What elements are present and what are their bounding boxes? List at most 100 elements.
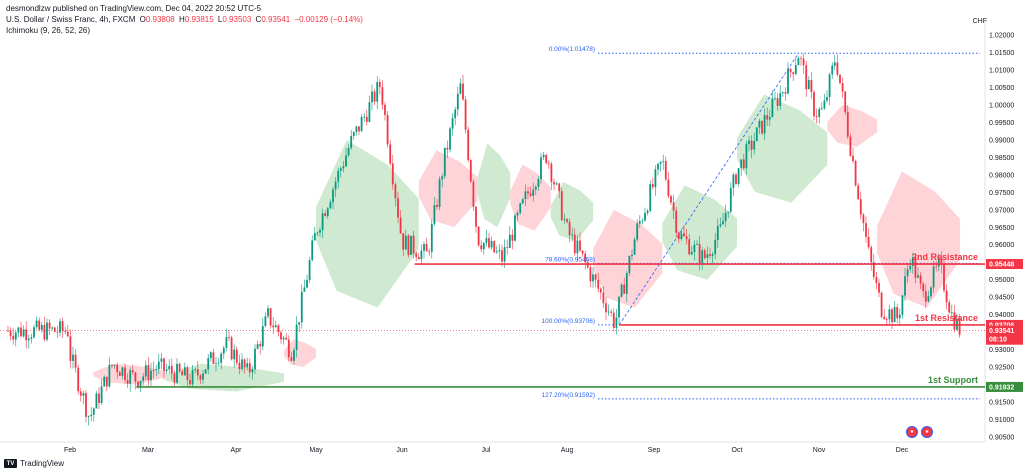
- candle-body: [550, 163, 553, 182]
- candle-body: [225, 337, 228, 348]
- level-label: 1st Support: [928, 375, 978, 385]
- candle-body: [454, 109, 457, 119]
- price-tag-bg: [986, 381, 1023, 392]
- candle-body: [493, 241, 496, 253]
- candle-body: [319, 229, 321, 233]
- candle-body: [186, 367, 189, 381]
- candle-body: [690, 251, 693, 255]
- candle-body: [12, 336, 15, 340]
- candle-body: [818, 109, 821, 117]
- candle-body: [246, 363, 249, 368]
- candle-body: [285, 337, 288, 340]
- us-flag-icon-2[interactable]: ★: [921, 426, 933, 438]
- candle-body: [602, 292, 605, 304]
- candle-body: [794, 65, 797, 74]
- candle-body: [553, 181, 555, 185]
- candle-body: [160, 358, 163, 362]
- candle-body: [142, 376, 145, 381]
- candle-body: [337, 170, 340, 182]
- candle-body: [833, 62, 836, 66]
- candle-body: [670, 196, 672, 203]
- candle-body: [311, 240, 314, 261]
- candle-body: [748, 140, 750, 144]
- candle-body: [875, 276, 878, 284]
- candle-body: [274, 325, 277, 328]
- candle-body: [72, 354, 74, 361]
- candle-body: [511, 234, 514, 241]
- candle-body: [64, 330, 67, 332]
- candle-body: [459, 83, 462, 94]
- candle-body: [35, 320, 38, 328]
- candle-body: [771, 98, 774, 117]
- candle-body: [558, 183, 561, 192]
- fib-level-label: 127.20%(0.91592): [542, 392, 596, 399]
- candle-body: [150, 370, 152, 381]
- candle-body: [839, 74, 841, 84]
- fib-level-label: 0.00%(1.01478): [549, 46, 595, 53]
- candle-body: [620, 284, 623, 297]
- candle-body: [259, 344, 262, 347]
- x-tick-label: Jul: [482, 447, 491, 454]
- candle-body: [43, 325, 46, 340]
- candle-body: [919, 275, 922, 284]
- candle-body: [92, 408, 95, 415]
- tradingview-brand[interactable]: TradingView: [20, 459, 65, 468]
- candle-body: [800, 58, 802, 59]
- candle-body: [924, 291, 927, 302]
- price-tag-bg: [986, 259, 1023, 270]
- candle-body: [740, 159, 743, 169]
- candle-timer: 08:10: [989, 337, 1007, 344]
- candle-body: [696, 244, 698, 245]
- us-flag-icon[interactable]: ★: [906, 426, 918, 438]
- candle-body: [121, 367, 124, 376]
- candle-body: [571, 234, 574, 236]
- candle-body: [555, 183, 558, 185]
- candle-body: [584, 253, 587, 263]
- candle-body: [623, 284, 626, 294]
- candle-body: [290, 357, 293, 361]
- candle-body: [475, 206, 477, 227]
- candle-body: [820, 108, 823, 110]
- candle-body: [233, 349, 236, 360]
- candle-body: [872, 262, 875, 277]
- candle-body: [230, 337, 233, 360]
- symbol-name[interactable]: U.S. Dollar / Swiss Franc, 4h, FXCM: [6, 15, 136, 24]
- candle-body: [358, 126, 360, 132]
- candle-body: [589, 267, 592, 282]
- candle-body: [228, 337, 230, 338]
- candle-body: [51, 327, 54, 329]
- candle-body: [727, 211, 730, 213]
- chart-header: desmondlzw published on TradingView.com,…: [6, 3, 363, 36]
- price-tag: 0.95448: [989, 262, 1014, 269]
- candle-body: [69, 336, 72, 361]
- candle-body: [836, 62, 839, 75]
- candle-body: [163, 358, 165, 371]
- candle-body: [9, 330, 12, 337]
- candle-body: [534, 186, 537, 190]
- candle-body: [293, 349, 295, 361]
- candle-body: [675, 210, 678, 233]
- candle-body: [654, 169, 657, 188]
- x-tick-label: Apr: [231, 447, 243, 454]
- candle-body: [805, 65, 808, 90]
- candle-body: [415, 253, 418, 258]
- candle-body: [958, 319, 961, 335]
- candle-body: [212, 352, 215, 364]
- candle-body: [95, 393, 98, 409]
- candle-body: [220, 353, 223, 363]
- candle-body: [810, 80, 813, 92]
- y-tick-label: 0.99000: [989, 137, 1014, 144]
- indicator-legend[interactable]: Ichimoku (9, 26, 52, 26): [6, 26, 91, 35]
- candle-body: [779, 93, 782, 107]
- candle-body: [610, 311, 613, 313]
- low-value: 0.93503: [222, 15, 252, 24]
- candle-body: [168, 366, 171, 370]
- close-value: 0.93541: [261, 15, 291, 24]
- candle-body: [324, 213, 327, 216]
- candle-body: [176, 363, 178, 383]
- candle-body: [261, 326, 264, 347]
- candle-body: [53, 327, 56, 332]
- publisher-line: desmondlzw published on TradingView.com,…: [6, 4, 262, 13]
- ichimoku-cloud-segment: [593, 209, 663, 308]
